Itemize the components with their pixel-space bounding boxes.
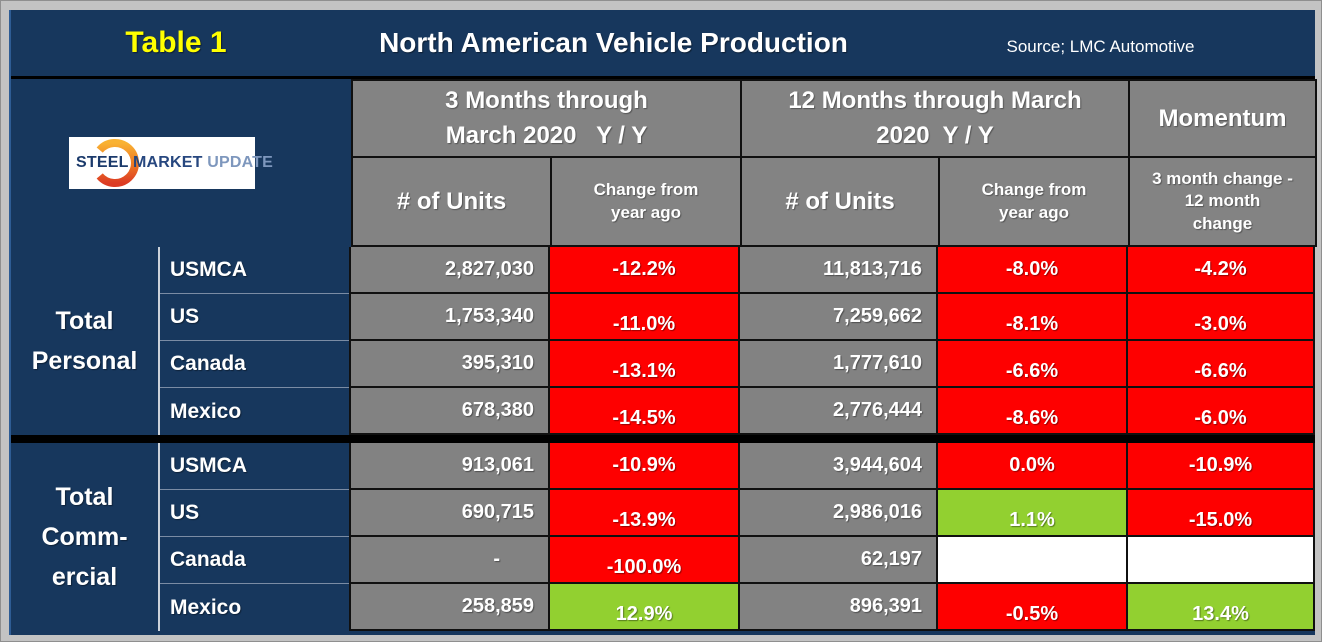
change-12mo-value xyxy=(936,537,1126,584)
column-change-3mo: Change from year ago xyxy=(550,158,740,247)
page-title: North American Vehicle Production xyxy=(379,27,848,58)
group-label-commercial: Total Comm- ercial xyxy=(11,443,160,631)
column-header-area: STEEL MARKET UPDATE 3 Months through Mar… xyxy=(11,79,1317,247)
change-3mo-value: -13.1% xyxy=(548,341,738,388)
smu-swoosh-icon xyxy=(96,139,139,187)
momentum-value: -6.6% xyxy=(1126,341,1315,388)
column-group-12-months: 12 Months through March 2020 Y / Y xyxy=(740,79,1128,158)
change-12mo-value: -8.0% xyxy=(936,247,1126,294)
units-12mo-value: 896,391 xyxy=(738,584,936,631)
column-group-momentum: Momentum xyxy=(1128,79,1317,158)
table-row: Mexico 678,380 -14.5% 2,776,444 -8.6% -6… xyxy=(160,388,1315,435)
commercial-rows: USMCA 913,061 -10.9% 3,944,604 0.0% -10.… xyxy=(160,443,1315,631)
change-3mo-value: 12.9% xyxy=(548,584,738,631)
momentum-value: 13.4% xyxy=(1126,584,1315,631)
units-12mo-value: 2,776,444 xyxy=(738,388,936,435)
title-bar: Table 1 North American Vehicle Productio… xyxy=(11,10,1315,79)
column-change-12mo: Change from year ago xyxy=(938,158,1128,247)
units-3mo-value: 913,061 xyxy=(349,443,548,490)
units-12mo-value: 1,777,610 xyxy=(738,341,936,388)
units-12mo-value: 62,197 xyxy=(738,537,936,584)
logo-word-update: UPDATE xyxy=(207,154,274,171)
logo-cell: STEEL MARKET UPDATE xyxy=(11,79,351,247)
table-row: USMCA 913,061 -10.9% 3,944,604 0.0% -10.… xyxy=(160,443,1315,490)
region-label: USMCA xyxy=(160,443,349,490)
change-12mo-value: -6.6% xyxy=(936,341,1126,388)
column-group-3-months: 3 Months through March 2020 Y / Y xyxy=(351,79,740,158)
units-3mo-value: 1,753,340 xyxy=(349,294,548,341)
units-12mo-value: 2,986,016 xyxy=(738,490,936,537)
column-units-3mo: # of Units xyxy=(351,158,550,247)
momentum-value: -10.9% xyxy=(1126,443,1315,490)
units-3mo-value: 2,827,030 xyxy=(349,247,548,294)
momentum-value: -6.0% xyxy=(1126,388,1315,435)
table-row: USMCA 2,827,030 -12.2% 11,813,716 -8.0% … xyxy=(160,247,1315,294)
table-row: Mexico 258,859 12.9% 896,391 -0.5% 13.4% xyxy=(160,584,1315,631)
table-sheet: Table 1 North American Vehicle Productio… xyxy=(9,10,1317,635)
column-momentum-sub: 3 month change - 12 month change xyxy=(1128,158,1317,247)
change-3mo-value: -100.0% xyxy=(548,537,738,584)
change-3mo-value: -13.9% xyxy=(548,490,738,537)
section-total-commercial: Total Comm- ercial USMCA 913,061 -10.9% … xyxy=(11,443,1315,631)
region-label: USMCA xyxy=(160,247,349,294)
units-3mo-value: 395,310 xyxy=(349,341,548,388)
source-label: Source; LMC Automotive xyxy=(1006,37,1195,56)
table-row: Canada 395,310 -13.1% 1,777,610 -6.6% -6… xyxy=(160,341,1315,388)
momentum-value: -15.0% xyxy=(1126,490,1315,537)
logo-word-market: MARKET xyxy=(132,154,203,171)
region-label: Canada xyxy=(160,537,349,584)
table-row: US 1,753,340 -11.0% 7,259,662 -8.1% -3.0… xyxy=(160,294,1315,341)
units-3mo-value: 258,859 xyxy=(349,584,548,631)
column-units-12mo: # of Units xyxy=(740,158,938,247)
momentum-value xyxy=(1126,537,1315,584)
table-row: Canada - -100.0% 62,197 xyxy=(160,537,1315,584)
change-12mo-value: -0.5% xyxy=(936,584,1126,631)
units-3mo-value: - xyxy=(349,537,548,584)
units-3mo-value: 690,715 xyxy=(349,490,548,537)
region-label: Mexico xyxy=(170,399,242,423)
change-12mo-value: -8.1% xyxy=(936,294,1126,341)
region-label: Canada xyxy=(160,341,349,388)
region-label: Mexico xyxy=(170,595,242,619)
personal-rows: USMCA 2,827,030 -12.2% 11,813,716 -8.0% … xyxy=(160,247,1315,435)
section-divider xyxy=(11,435,1315,443)
change-3mo-value: -14.5% xyxy=(548,388,738,435)
change-12mo-value: 1.1% xyxy=(936,490,1126,537)
logo-word-steel: STEEL xyxy=(76,154,129,171)
region-label: US xyxy=(160,294,349,341)
units-12mo-value: 11,813,716 xyxy=(738,247,936,294)
change-3mo-value: -11.0% xyxy=(548,294,738,341)
units-12mo-value: 7,259,662 xyxy=(738,294,936,341)
table-row: US 690,715 -13.9% 2,986,016 1.1% -15.0% xyxy=(160,490,1315,537)
table-number-label: Table 1 xyxy=(125,26,227,59)
section-total-personal: Total Personal USMCA 2,827,030 -12.2% 11… xyxy=(11,247,1315,435)
change-12mo-value: 0.0% xyxy=(936,443,1126,490)
change-3mo-value: -12.2% xyxy=(548,247,738,294)
region-label: US xyxy=(160,490,349,537)
smu-logo-text: STEEL MARKET UPDATE xyxy=(76,154,273,172)
momentum-value: -4.2% xyxy=(1126,247,1315,294)
momentum-value: -3.0% xyxy=(1126,294,1315,341)
units-12mo-value: 3,944,604 xyxy=(738,443,936,490)
change-12mo-value: -8.6% xyxy=(936,388,1126,435)
group-label-personal: Total Personal xyxy=(11,247,160,435)
units-3mo-value: 678,380 xyxy=(349,388,548,435)
smu-logo: STEEL MARKET UPDATE xyxy=(69,137,273,189)
change-3mo-value: -10.9% xyxy=(548,443,738,490)
